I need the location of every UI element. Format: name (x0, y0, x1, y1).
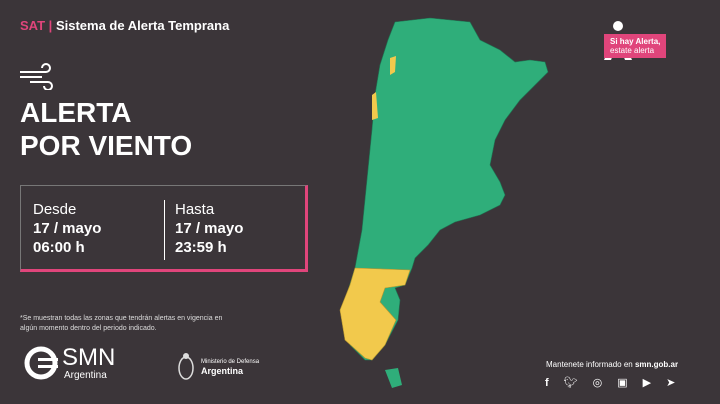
alert-badge: Si hay Alerta, estate alerta (604, 34, 667, 58)
to-time: 23:59 h (175, 239, 227, 256)
period-box: Desde 17 / mayo 06:00 h Hasta 17 / mayo 23:5… (20, 185, 308, 272)
smn-logo: SMN Argentina (24, 346, 115, 382)
footnote: *Se muestran todas las zonas que tendrán… (20, 315, 223, 332)
smn-sub: Argentina (64, 370, 107, 381)
sat-label: SAT (20, 18, 46, 33)
ministry-line2: Argentina (201, 365, 244, 376)
title-line2: POR VIENTO (20, 130, 193, 161)
ministry-logo: Ministerio de Defensa Argentina (177, 352, 259, 382)
to-label: Hasta (175, 201, 215, 218)
facebook-icon[interactable]: f (545, 377, 549, 389)
to-date: 17 / mayo (175, 220, 244, 237)
smn-text-group: SMN Argentina (62, 346, 115, 382)
smn-logo-icon (24, 346, 58, 380)
from-time: 06:00 h (33, 239, 85, 256)
map-yellow-alert-zone (339, 267, 411, 361)
argentina-map (339, 17, 549, 388)
to-column: Hasta 17 / mayo 23:59 h (175, 200, 243, 257)
from-column: Desde 17 / mayo 06:00 h (33, 200, 101, 257)
alert-title: ALERTA POR VIENTO (20, 96, 192, 162)
coat-of-arms-icon (178, 353, 194, 380)
map-yellow-north-strip (372, 56, 396, 120)
system-name: Sistema de Alerta Temprana (55, 18, 230, 33)
from-label: Desde (33, 201, 77, 218)
from-date: 17 / mayo (33, 220, 102, 237)
map-tierra-del-fuego (385, 368, 402, 388)
youtube-icon[interactable]: ▶ (642, 377, 652, 389)
separator: | (48, 18, 53, 33)
title-line1: ALERTA (20, 97, 132, 128)
follow-label: Mantenete informado en (546, 360, 635, 369)
twitter-icon[interactable]: 🐦︎ (563, 377, 578, 389)
divider (164, 200, 165, 260)
igtv-icon[interactable]: ▣ (617, 377, 628, 389)
telegram-icon[interactable]: ➤ (666, 377, 676, 389)
site-link[interactable]: smn.gob.ar (634, 360, 679, 369)
smn-text: SMN (62, 344, 116, 371)
social-links: f 🐦︎ ◎ ▣ ▶ ➤ (545, 376, 675, 390)
follow-text: Mantenete informado en smn.gob.ar (546, 360, 678, 370)
wind-icon (20, 63, 53, 90)
badge-line1: Si hay Alerta, (610, 37, 661, 46)
header: SAT | Sistema de Alerta Temprana (20, 18, 229, 33)
badge-line2: estate alerta (610, 46, 655, 55)
ministry-line1: Ministerio de Defensa (201, 358, 260, 365)
instagram-icon[interactable]: ◎ (592, 377, 603, 389)
